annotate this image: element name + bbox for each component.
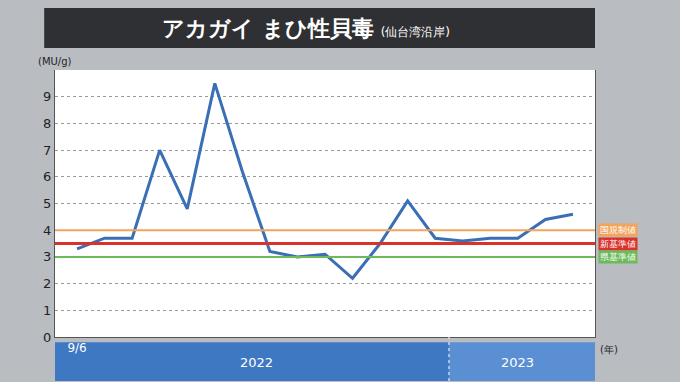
svg-text:9/6: 9/6 [67,341,86,355]
svg-text:アカガイ まひ性貝毒 (仙台湾沿岸): アカガイ まひ性貝毒 (仙台湾沿岸) [162,16,450,41]
svg-text:県基準値: 県基準値 [600,252,636,262]
svg-text:5: 5 [43,196,51,211]
svg-text:国規制値: 国規制値 [600,225,636,235]
svg-text:8: 8 [43,116,51,131]
svg-text:9: 9 [43,89,51,104]
svg-text:1: 1 [43,303,51,318]
svg-text:新基準値: 新基準値 [600,239,636,249]
svg-text:2023: 2023 [501,355,534,370]
svg-text:2: 2 [43,276,51,291]
svg-text:6: 6 [43,169,51,184]
svg-text:2022: 2022 [240,355,273,370]
svg-text:(年): (年) [600,344,618,355]
svg-text:(MU/g): (MU/g) [38,56,72,67]
svg-text:4: 4 [43,223,51,238]
svg-text:3: 3 [43,249,51,264]
svg-text:7: 7 [43,143,51,158]
svg-text:0: 0 [43,330,51,345]
